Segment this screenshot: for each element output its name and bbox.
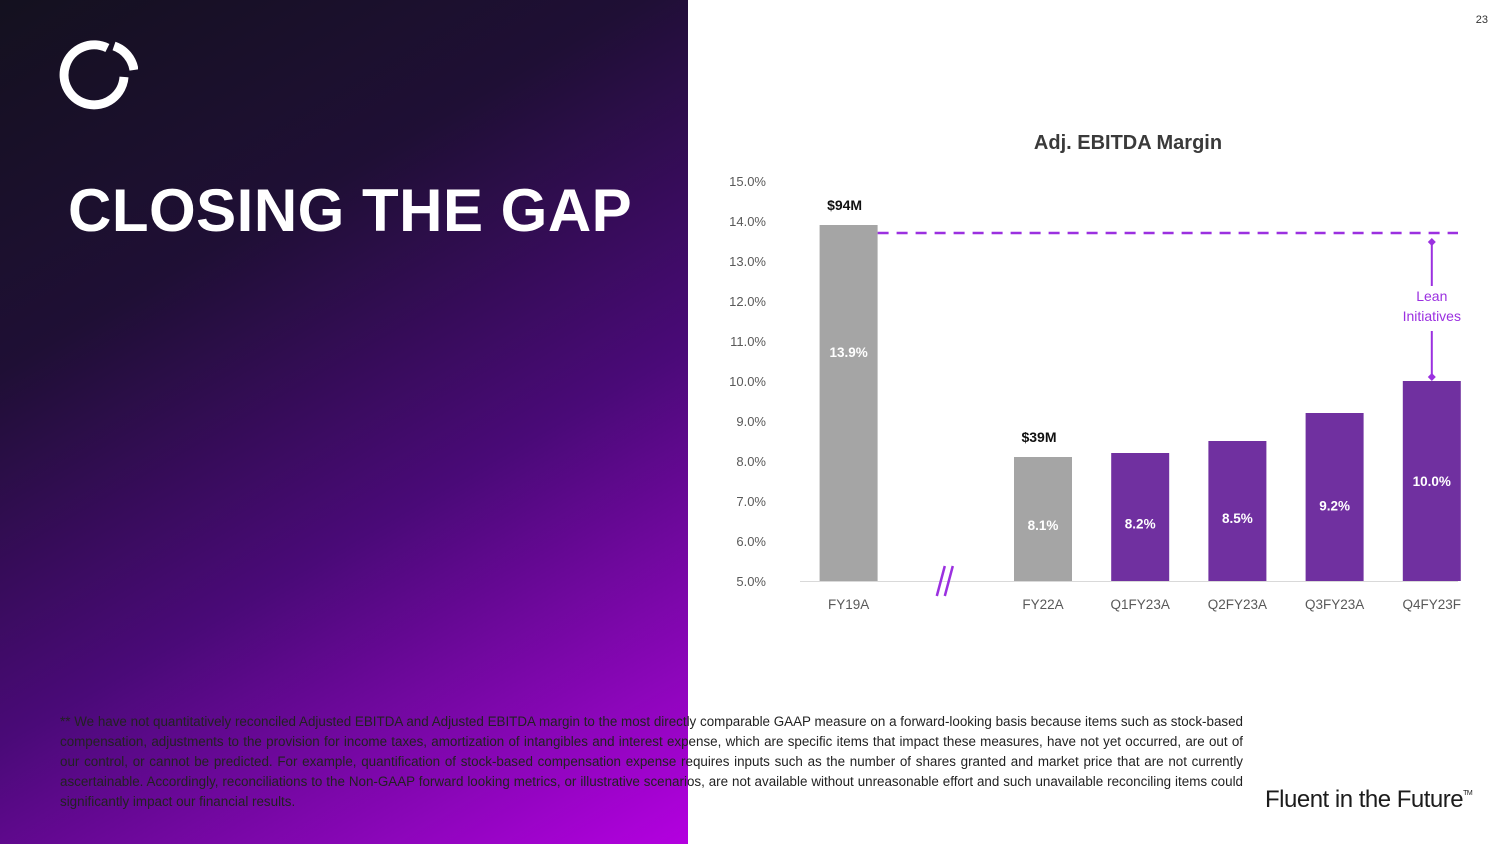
bar-value-label: 8.1%: [1028, 518, 1059, 533]
y-tick-label: 6.0%: [736, 534, 766, 549]
ebitda-margin-chart: Adj. EBITDA Margin 5.0% 6.0% 7.0% 8.0% 9.0% 10…: [729, 132, 1462, 612]
y-tick-label: 7.0%: [736, 494, 766, 509]
bar-q4fy23f: [1402, 381, 1461, 581]
x-tick-label: FY19A: [828, 597, 869, 612]
bar-value-label: 8.2%: [1125, 516, 1156, 531]
page-title: CLOSING THE GAP: [68, 177, 633, 244]
bar-value-label: 10.0%: [1413, 474, 1451, 489]
axis-break-mark: [935, 565, 947, 597]
chart-title: Adj. EBITDA Margin: [1034, 132, 1222, 154]
bar-value-label: 9.2%: [1319, 498, 1350, 513]
amount-label: $94M: [827, 197, 862, 213]
annotation-label: Lean: [1416, 288, 1447, 304]
brand-tagline: Fluent in the FutureTM: [1265, 786, 1473, 814]
page-number: 23: [1475, 14, 1488, 26]
y-tick-label: 15.0%: [729, 174, 766, 189]
footnote: ** We have not quantitatively reconciled…: [60, 714, 1243, 809]
axis-break-mark: [943, 565, 955, 597]
bar-q3fy23a: [1305, 413, 1364, 581]
annotation-arrowhead: [1427, 238, 1436, 246]
bar-value-label: 8.5%: [1222, 511, 1253, 526]
bar-q2fy23a: [1208, 441, 1267, 581]
y-tick-label: 11.0%: [730, 334, 766, 349]
company-logo-icon: [59, 40, 138, 110]
y-tick-label: 8.0%: [736, 454, 766, 469]
y-tick-label: 10.0%: [729, 374, 766, 389]
x-tick-label: Q2FY23A: [1208, 597, 1267, 612]
amount-label: $39M: [1021, 429, 1056, 445]
annotation-arrowhead: [1427, 373, 1436, 381]
x-tick-label: Q3FY23A: [1305, 597, 1364, 612]
bar-value-label: 13.9%: [829, 345, 867, 360]
bar-fy22a: [1014, 457, 1072, 581]
y-tick-label: 5.0%: [736, 574, 766, 589]
y-tick-label: 13.0%: [729, 254, 766, 269]
x-tick-label: Q4FY23F: [1403, 597, 1462, 612]
title-panel: CLOSING THE GAP: [0, 0, 688, 844]
y-tick-label: 12.0%: [729, 294, 766, 309]
annotation-label: Initiatives: [1403, 308, 1461, 324]
y-tick-label: 14.0%: [729, 214, 766, 229]
y-tick-label: 9.0%: [736, 414, 766, 429]
x-tick-label: FY22A: [1022, 597, 1063, 612]
brand-text: Fluent in the Future: [1265, 786, 1464, 813]
bar-fy19a: [819, 225, 878, 581]
bar-q1fy23a: [1111, 453, 1170, 581]
x-tick-label: Q1FY23A: [1111, 597, 1170, 612]
trademark-mark: TM: [1463, 790, 1473, 797]
